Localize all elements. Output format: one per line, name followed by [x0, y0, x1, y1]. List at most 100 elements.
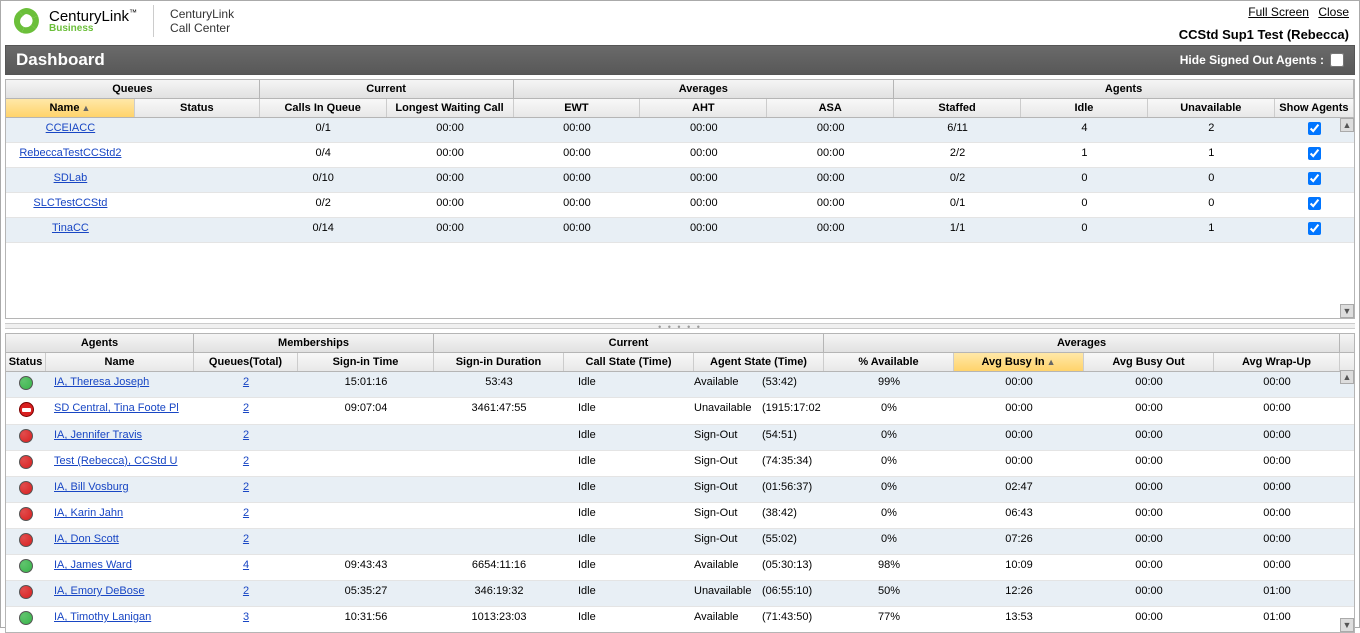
column-header-avg-busy-out[interactable]: Avg Busy Out — [1084, 353, 1214, 371]
queue-name-link[interactable]: SLCTestCCStd — [6, 193, 135, 217]
agent-queues-link[interactable]: 2 — [194, 581, 298, 606]
agent-queues-link[interactable]: 2 — [194, 398, 298, 424]
column-header-idle[interactable]: Idle — [1021, 99, 1148, 117]
agent-name-link[interactable]: IA, Don Scott — [46, 529, 194, 554]
column-header-calls-in-queue[interactable]: Calls In Queue — [260, 99, 387, 117]
agent-row: IA, Jennifer Travis2IdleSign-Out(54:51)0… — [6, 425, 1354, 451]
queue-name-link[interactable]: CCEIACC — [6, 118, 135, 142]
show-agents-checkbox[interactable] — [1308, 222, 1321, 235]
idle: 1 — [1021, 143, 1148, 167]
agent-name-link[interactable]: IA, Bill Vosburg — [46, 477, 194, 502]
agent-name-link[interactable]: IA, Karin Jahn — [46, 503, 194, 528]
agent-status-cell — [6, 503, 46, 528]
column-header-sign-in-time[interactable]: Sign-in Time — [298, 353, 434, 371]
full-screen-link[interactable]: Full Screen — [1248, 5, 1309, 19]
avg-wrap-up: 00:00 — [1214, 529, 1340, 554]
column-header-name[interactable]: Name▲ — [6, 99, 135, 117]
agents-column-header: StatusNameQueues(Total)Sign-in TimeSign-… — [6, 353, 1354, 372]
column-header-show-agents[interactable]: Show Agents — [1275, 99, 1354, 117]
avg-busy-in: 00:00 — [954, 451, 1084, 476]
top-links: Full Screen Close — [1179, 5, 1349, 19]
show-agents-checkbox[interactable] — [1308, 172, 1321, 185]
asa: 00:00 — [767, 168, 894, 192]
agent-row: SD Central, Tina Foote Pl209:07:043461:4… — [6, 398, 1354, 425]
show-agents-checkbox[interactable] — [1308, 197, 1321, 210]
asa: 00:00 — [767, 193, 894, 217]
column-header-ewt[interactable]: EWT — [514, 99, 641, 117]
agent-name-link[interactable]: IA, James Ward — [46, 555, 194, 580]
scroll-down-icon[interactable]: ▼ — [1340, 618, 1354, 632]
queue-name-link[interactable]: SDLab — [6, 168, 135, 192]
column-header-unavailable[interactable]: Unavailable — [1148, 99, 1275, 117]
longest-waiting-call: 00:00 — [387, 193, 514, 217]
agent-queues-link[interactable]: 2 — [194, 503, 298, 528]
agent-status-cell — [6, 555, 46, 580]
agent-name-link[interactable]: IA, Timothy Lanigan — [46, 607, 194, 632]
percent-available: 0% — [824, 425, 954, 450]
ewt: 00:00 — [513, 118, 640, 142]
signin-time — [298, 425, 434, 450]
agent-name-link[interactable]: IA, Theresa Joseph — [46, 372, 194, 397]
agent-state: Available(53:42) — [694, 372, 824, 397]
column-header-call-state-time-[interactable]: Call State (Time) — [564, 353, 694, 371]
queue-row: CCEIACC0/100:0000:0000:0000:006/1142 — [6, 118, 1354, 143]
queue-row: RebeccaTestCCStd20/400:0000:0000:0000:00… — [6, 143, 1354, 168]
agent-status-cell — [6, 398, 46, 424]
scroll-up-icon[interactable]: ▲ — [1340, 118, 1354, 132]
queue-name-link[interactable]: RebeccaTestCCStd2 — [6, 143, 135, 167]
avg-busy-out: 00:00 — [1084, 555, 1214, 580]
avg-busy-in: 06:43 — [954, 503, 1084, 528]
ewt: 00:00 — [513, 193, 640, 217]
agent-state: Unavailable(06:55:10) — [694, 581, 824, 606]
agent-name-link[interactable]: IA, Jennifer Travis — [46, 425, 194, 450]
queue-row: SDLab0/1000:0000:0000:0000:000/200 — [6, 168, 1354, 193]
queue-status — [135, 118, 260, 142]
column-header-sign-in-duration[interactable]: Sign-in Duration — [434, 353, 564, 371]
agent-queues-link[interactable]: 2 — [194, 425, 298, 450]
agent-queues-link[interactable]: 2 — [194, 529, 298, 554]
signin-duration: 3461:47:55 — [434, 398, 564, 424]
column-header-staffed[interactable]: Staffed — [894, 99, 1021, 117]
panel-splitter[interactable]: • • • • • — [5, 323, 1355, 329]
unavailable: 0 — [1148, 193, 1275, 217]
column-header-avg-busy-in[interactable]: Avg Busy In▲ — [954, 353, 1084, 371]
agent-name-link[interactable]: Test (Rebecca), CCStd U — [46, 451, 194, 476]
column-header-aht[interactable]: AHT — [640, 99, 767, 117]
app-header: CenturyLink™ Business CenturyLink Call C… — [1, 1, 1359, 45]
asa: 00:00 — [767, 218, 894, 242]
queue-name-link[interactable]: TinaCC — [6, 218, 135, 242]
column-header-agent-state-time-[interactable]: Agent State (Time) — [694, 353, 824, 371]
avg-wrap-up: 00:00 — [1214, 503, 1340, 528]
current-user-label: CCStd Sup1 Test (Rebecca) — [1179, 27, 1349, 42]
agent-queues-link[interactable]: 2 — [194, 451, 298, 476]
show-agents-cell — [1275, 143, 1354, 167]
column-header-asa[interactable]: ASA — [767, 99, 894, 117]
column-header-status[interactable]: Status — [6, 353, 46, 371]
agent-queues-link[interactable]: 2 — [194, 477, 298, 502]
show-agents-checkbox[interactable] — [1308, 147, 1321, 160]
agent-name-link[interactable]: IA, Emory DeBose — [46, 581, 194, 606]
call-state: Idle — [564, 425, 694, 450]
call-state: Idle — [564, 555, 694, 580]
aht: 00:00 — [640, 118, 767, 142]
show-agents-checkbox[interactable] — [1308, 122, 1321, 135]
column-header--available[interactable]: % Available — [824, 353, 954, 371]
column-header-longest-waiting-call[interactable]: Longest Waiting Call — [387, 99, 514, 117]
column-header-name[interactable]: Name — [46, 353, 194, 371]
ewt: 00:00 — [513, 218, 640, 242]
queue-status — [135, 168, 260, 192]
agent-queues-link[interactable]: 2 — [194, 372, 298, 397]
column-header-queues-total-[interactable]: Queues(Total) — [194, 353, 298, 371]
column-header-status[interactable]: Status — [135, 99, 260, 117]
avg-wrap-up: 00:00 — [1214, 372, 1340, 397]
agent-name-link[interactable]: SD Central, Tina Foote Pl — [46, 398, 194, 424]
agent-queues-link[interactable]: 3 — [194, 607, 298, 632]
close-link[interactable]: Close — [1318, 5, 1349, 19]
hide-signed-out-toggle[interactable]: Hide Signed Out Agents : — [1180, 53, 1344, 67]
scroll-down-icon[interactable]: ▼ — [1340, 304, 1354, 318]
scroll-up-icon[interactable]: ▲ — [1340, 370, 1354, 384]
agent-queues-link[interactable]: 4 — [194, 555, 298, 580]
brand-text-block: CenturyLink™ Business — [49, 8, 137, 34]
hide-signed-out-checkbox[interactable] — [1330, 53, 1344, 67]
column-header-avg-wrap-up[interactable]: Avg Wrap-Up — [1214, 353, 1340, 371]
